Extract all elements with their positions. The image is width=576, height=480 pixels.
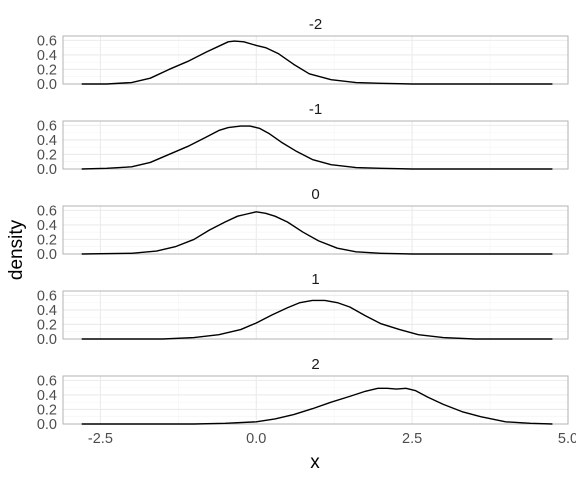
facet-panel: 0 0.00.20.40.6 <box>37 186 569 263</box>
x-axis-ticks: -2.5 0.0 2.5 5.0 <box>88 431 576 447</box>
panel-border <box>62 290 569 340</box>
density-curve <box>81 40 553 85</box>
y-tick-label: 0.0 <box>37 247 57 263</box>
facet-strip-label: -1 <box>309 101 322 118</box>
density-curve <box>81 125 553 170</box>
y-tick-label: 0.4 <box>37 48 57 64</box>
panel-border <box>62 375 569 425</box>
x-tick-label: -2.5 <box>88 431 113 447</box>
y-tick-label: 0.6 <box>37 288 57 304</box>
x-tick-label: 2.5 <box>402 431 422 447</box>
facet-strip-label: -2 <box>309 16 322 33</box>
y-tick-label: 0.6 <box>37 373 57 389</box>
facet-panels: -20.00.20.40.6-10.00.20.40.600.00.20.40.… <box>37 16 569 433</box>
panel-border <box>62 120 569 170</box>
y-tick-label: 0.0 <box>37 77 57 93</box>
y-tick-label: 0.4 <box>37 303 57 319</box>
density-curve <box>81 387 553 425</box>
y-tick-label: 0.0 <box>37 417 57 433</box>
y-tick-label: 0.2 <box>37 402 57 418</box>
facet-panel: -1 0.00.20.40.6 <box>37 101 569 178</box>
facet-panel: 1 0.00.20.40.6 <box>37 271 569 348</box>
panel-border <box>62 205 569 255</box>
y-tick-label: 0.2 <box>37 232 57 248</box>
y-tick-label: 0.4 <box>37 133 57 149</box>
facet-strip-label: 0 <box>311 186 319 203</box>
y-axis-title: density <box>6 219 27 280</box>
panel-background <box>62 290 569 340</box>
facet-strip-label: 1 <box>311 271 319 288</box>
y-tick-label: 0.4 <box>37 218 57 234</box>
facet-panel: 2 0.00.20.40.6 <box>37 356 569 433</box>
density-curve <box>81 299 553 340</box>
y-tick-label: 0.6 <box>37 118 57 134</box>
y-tick-label: 0.0 <box>37 162 57 178</box>
y-tick-label: 0.6 <box>37 33 57 49</box>
panel-border <box>62 35 569 85</box>
panel-background <box>62 375 569 425</box>
x-tick-label: 5.0 <box>558 431 576 447</box>
density-curve <box>81 211 553 255</box>
y-tick-label: 0.2 <box>37 317 57 333</box>
y-tick-label: 0.2 <box>37 147 57 163</box>
x-axis-title: x <box>310 452 320 473</box>
y-tick-label: 0.4 <box>37 388 57 404</box>
y-tick-label: 0.6 <box>37 203 57 219</box>
x-tick-label: 0.0 <box>246 431 266 447</box>
y-tick-label: 0.0 <box>37 332 57 348</box>
facet-strip-label: 2 <box>311 356 319 373</box>
y-tick-label: 0.2 <box>37 62 57 78</box>
facet-panel: -2 0.00.20.40.6 <box>37 16 569 93</box>
